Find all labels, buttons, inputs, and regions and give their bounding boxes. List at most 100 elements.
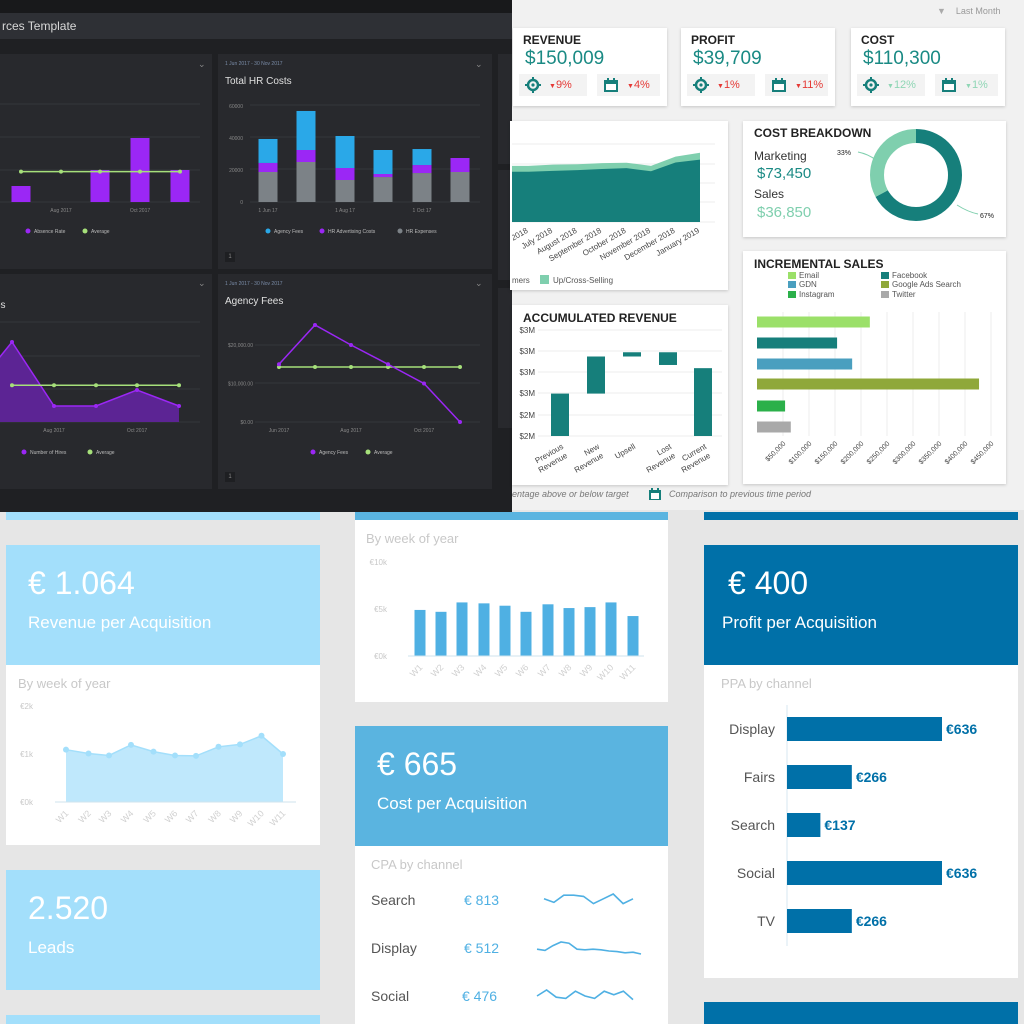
page-button[interactable]: 1: [225, 252, 235, 262]
sales-dashboard: ▼ Last Month REVENUE $150,009 ▼9% ▼4% PROF…: [510, 0, 1024, 510]
leads-value: 2.520: [28, 890, 109, 926]
previous-period-comparison: ▼1%: [935, 74, 998, 96]
side-panel: [498, 288, 512, 428]
card-title: ACCUMULATED REVENUE: [523, 311, 677, 325]
cpa-value: € 665: [377, 746, 458, 782]
leads-kpi: 2.520 Leads: [6, 870, 320, 990]
kpi-card-profit: PROFIT $39,709 ▼1% ▼11%: [681, 28, 835, 106]
agency-fees-panel: 1 Jun 2017 - 30 Nov 2017 Agency Fees ⌄ 1: [218, 274, 492, 489]
period-selector[interactable]: ▼ Last Month: [937, 6, 1000, 16]
channel-value: € 813: [464, 892, 500, 908]
cpa-label: Cost per Acquisition: [377, 794, 528, 813]
chart-subtitle: CPA by channel: [371, 857, 463, 872]
down-arrow-icon: ▼: [717, 83, 724, 90]
kpi-value: $39,709: [693, 48, 762, 69]
previous-percent: 11%: [801, 79, 824, 91]
target-comparison: ▼1%: [687, 74, 755, 96]
target-percent: 9%: [555, 79, 572, 91]
accumulated-revenue-card: ACCUMULATED REVENUE: [512, 305, 728, 485]
target-icon: [863, 77, 879, 93]
rpa-value: € 1.064: [28, 565, 135, 601]
calendar-icon: [649, 488, 661, 500]
card-title: INCREMENTAL SALES: [754, 257, 884, 271]
kpi-title: REVENUE: [523, 33, 582, 47]
kpi-title: PROFIT: [691, 33, 735, 47]
weekly-chart-card: By week of year: [355, 520, 668, 702]
previous-percent: 1%: [971, 79, 988, 91]
strip: [6, 1015, 320, 1024]
sales-value: $36,850: [757, 204, 812, 221]
down-arrow-icon: ▼: [965, 83, 972, 90]
target-note: entage above or below target: [512, 489, 629, 499]
calendar-icon: [942, 78, 956, 92]
ppa-value: € 400: [728, 565, 809, 601]
leads-label: Leads: [28, 938, 75, 957]
target-percent: 12%: [893, 79, 916, 91]
down-arrow-icon: ▼: [549, 83, 556, 90]
panel-title: Total HR Costs: [225, 76, 292, 87]
down-arrow-icon: ▼: [887, 83, 894, 90]
sales-label: Sales: [754, 187, 785, 201]
cost-breakdown-card: COST BREAKDOWN Marketing $73,450 Sales $…: [743, 121, 1006, 237]
ppa-chart-card: PPA by channel: [704, 665, 1018, 978]
channel-name: Search: [371, 892, 416, 908]
page-button[interactable]: 1: [225, 472, 235, 482]
card-title: COST BREAKDOWN: [754, 126, 872, 140]
down-arrow-icon: ▼: [795, 83, 802, 90]
rpa-label: Revenue per Acquisition: [28, 613, 212, 632]
side-panel: [498, 170, 512, 280]
kpi-card-cost: COST $110,300 ▼12% ▼1%: [851, 28, 1005, 106]
channel-name: Display: [371, 940, 417, 956]
down-arrow-icon: ▼: [627, 83, 634, 90]
strip: [704, 512, 1018, 520]
cpa-kpi: € 665 Cost per Acquisition: [355, 726, 668, 846]
prev-note: Comparison to previous time period: [669, 489, 812, 499]
previous-period-comparison: ▼4%: [597, 74, 660, 96]
channel-name: Social: [371, 988, 410, 1004]
ppa-label: Profit per Acquisition: [722, 613, 877, 632]
kpi-value: $150,009: [525, 48, 605, 69]
date-range: 1 Jun 2017 - 30 Nov 2017: [225, 61, 283, 67]
revenue-breakdown-card: [510, 121, 728, 290]
rpa-kpi: € 1.064 Revenue per Acquisition: [6, 545, 320, 665]
rpa-chart-card: By week of year: [6, 665, 320, 845]
strip: [6, 512, 320, 520]
side-panel: [498, 54, 512, 164]
date-range: 1 Jun 2017 - 30 Nov 2017: [225, 281, 283, 287]
kpi-card-revenue: REVENUE $150,009 ▼9% ▼4%: [513, 28, 667, 106]
total-hr-costs-panel: 1 Jun 2017 - 30 Nov 2017 Total HR Costs …: [218, 54, 492, 269]
kpi-value: $110,300: [863, 48, 941, 69]
kpi-title: COST: [861, 33, 895, 47]
target-icon: [693, 77, 709, 93]
calendar-icon: [772, 78, 786, 92]
channel-value: € 512: [464, 940, 500, 956]
number-of-hires-panel: es ⌄: [0, 274, 212, 489]
target-comparison: ▼9%: [519, 74, 587, 96]
cpa-channel-card: CPA by channel Search € 813 Display € 51…: [355, 846, 668, 1024]
chevron-down-icon[interactable]: ⌄: [475, 59, 483, 69]
target-comparison: ▼12%: [857, 74, 925, 96]
absence-rate-panel: ⌄: [0, 54, 212, 269]
chevron-down-icon[interactable]: ⌄: [198, 59, 206, 69]
previous-period-comparison: ▼11%: [765, 74, 828, 96]
panel-title: Agency Fees: [225, 296, 284, 307]
previous-percent: 4%: [633, 79, 650, 91]
chart-subtitle: By week of year: [18, 676, 111, 691]
panel-title: es: [0, 300, 6, 311]
chart-subtitle: By week of year: [366, 531, 459, 546]
chevron-down-icon[interactable]: ⌄: [475, 278, 483, 288]
period-label: Last Month: [955, 6, 1001, 16]
ppa-kpi: € 400 Profit per Acquisition: [704, 545, 1018, 665]
strip: [355, 512, 668, 520]
marketing-value: $73,450: [757, 165, 812, 182]
strip: [704, 1002, 1018, 1024]
channel-value: € 476: [462, 988, 498, 1004]
incremental-sales-card: INCREMENTAL SALES: [743, 251, 1006, 484]
target-icon: [525, 77, 541, 93]
hr-dashboard: rces Template ⌄ 1 Jun 2017 - 30 Nov 2017…: [0, 0, 512, 512]
calendar-icon: [604, 78, 618, 92]
top-bar: [0, 0, 512, 13]
dashboard-title: rces Template: [0, 13, 512, 39]
chevron-down-icon[interactable]: ⌄: [198, 278, 206, 288]
dropdown-triangle-icon: ▼: [937, 6, 946, 16]
